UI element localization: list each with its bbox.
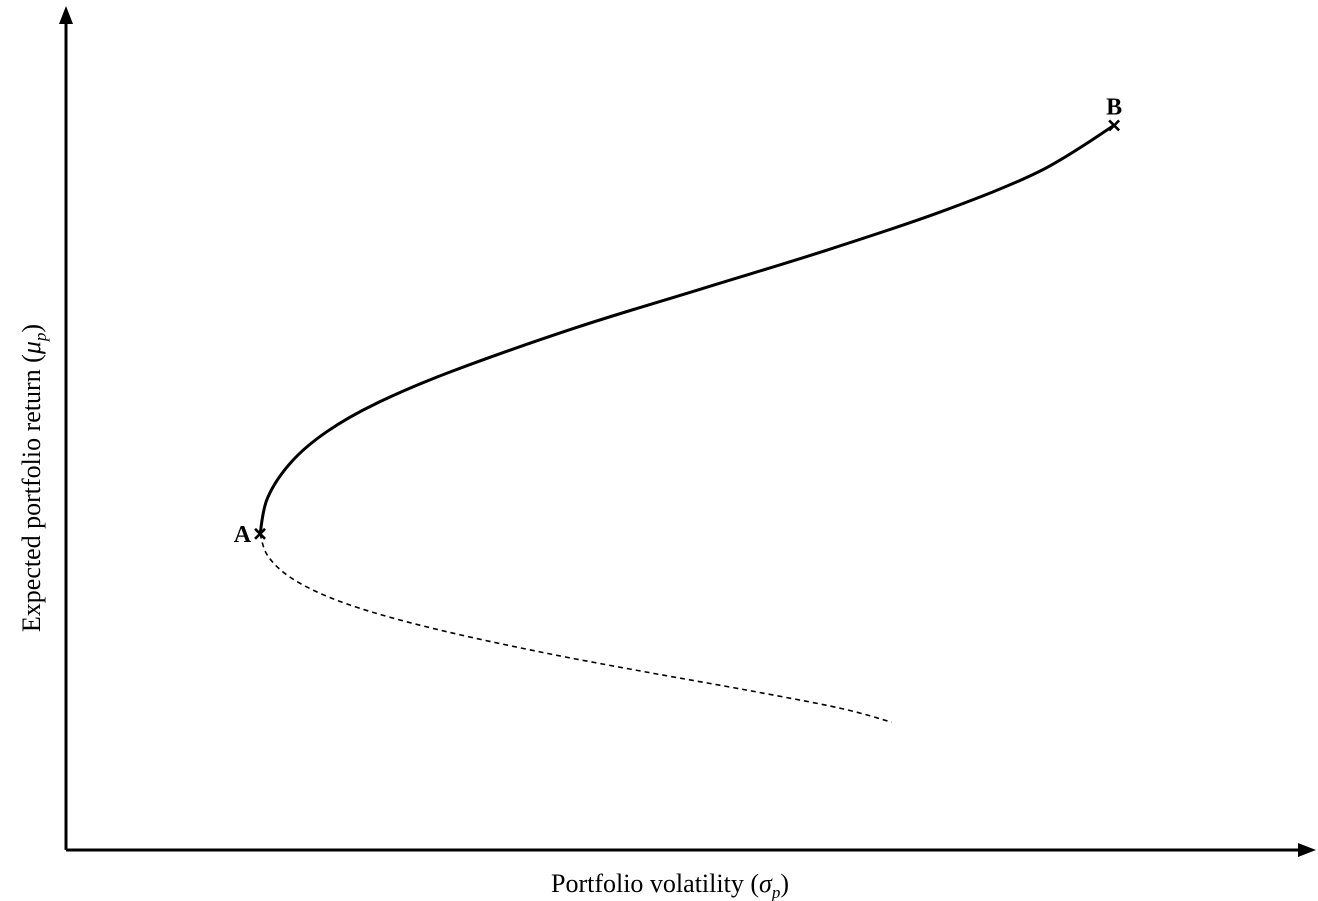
point-b-cross-stroke (1108, 119, 1121, 132)
labelled-points: AB (234, 94, 1122, 547)
y-axis-title-symbol: μ (17, 341, 46, 355)
point-b-marker (1108, 119, 1121, 132)
x-axis-title-open-paren: ( (750, 869, 759, 898)
point-a-label: A (234, 522, 252, 548)
inefficient-frontier-curve (259, 533, 892, 723)
point-b-label: B (1106, 94, 1122, 120)
point-a-cross-stroke (254, 527, 266, 540)
y-axis-title-text: Expected portfolio return (17, 369, 46, 632)
x-axis-title-close-paren: ) (780, 869, 789, 898)
x-axis-title-text: Portfolio volatility (551, 869, 744, 898)
y-axis-title: Expected portfolio return (μp) (17, 324, 50, 632)
y-axis-title-close-paren: ) (17, 324, 46, 333)
y-axis-title-open-paren: ( (17, 354, 46, 363)
x-axis-title: Portfolio volatility (σp) (551, 869, 789, 901)
x-axis-title-subscript: p (771, 883, 781, 901)
y-axis-arrowhead (59, 6, 73, 24)
x-axis-title-symbol: σ (759, 869, 773, 898)
point-a-marker (254, 527, 266, 540)
y-axis-title-subscript: p (31, 333, 50, 343)
efficient-frontier-curve (258, 124, 1115, 535)
x-axis-arrowhead (1298, 843, 1316, 857)
